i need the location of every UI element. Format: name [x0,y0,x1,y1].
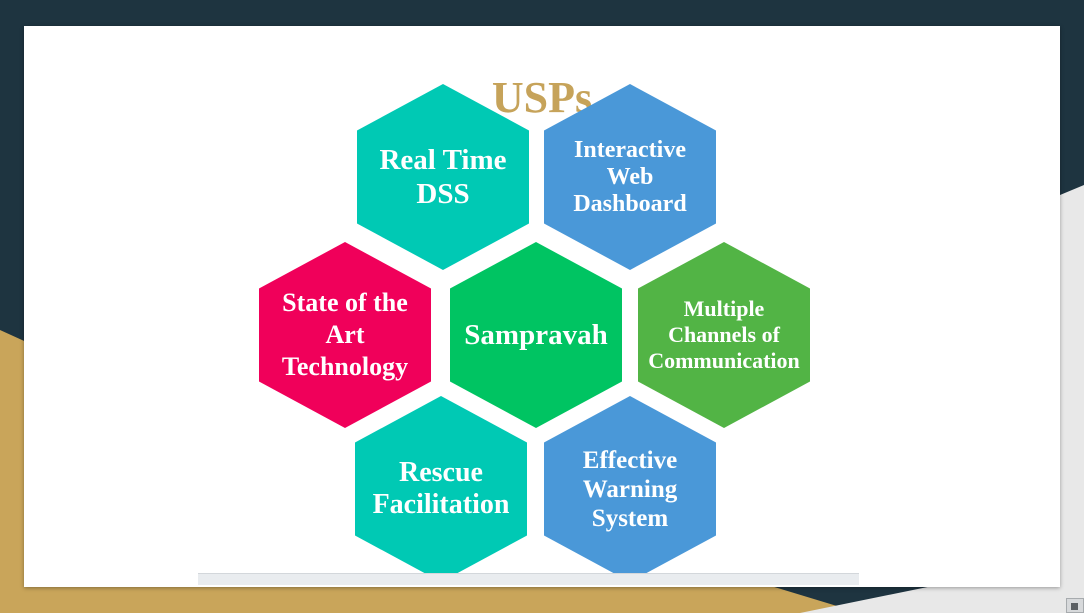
hexagon-label: Interactive Web Dashboard [573,136,687,217]
expand-icon[interactable] [1066,598,1084,613]
hexagon-label: Multiple Channels of Communication [648,296,800,373]
slide-title: USPs [491,73,593,122]
hexagon-label: Real Time DSS [379,144,507,210]
horizontal-scrollbar[interactable] [198,573,859,585]
hexagon-label: Effective Warning System [582,446,678,532]
hexagon-label: Rescue Facilitation [372,457,510,520]
hexagon-interactive-web-dashboard: Interactive Web Dashboard [544,84,716,270]
hexagon-multiple-channels-of-communication: Multiple Channels of Communication [638,242,810,428]
hexagon-effective-warning-system: Effective Warning System [544,396,716,582]
hexagon-label: Sampravah [464,319,608,351]
hexagon-label: State of the Art Technology [281,288,409,381]
